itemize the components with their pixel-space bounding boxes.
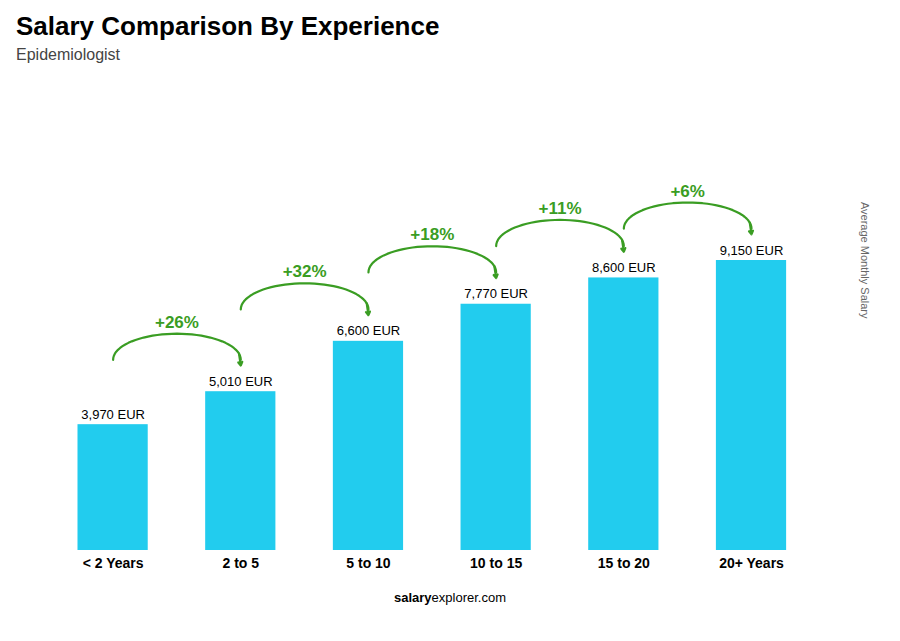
svg-text:15 to 20: 15 to 20 (598, 555, 650, 571)
svg-text:+32%: +32% (283, 262, 327, 281)
svg-text:5,010 EUR: 5,010 EUR (209, 374, 273, 389)
html-text:Salary Comparison By Experienc: Salary Comparison By Experience (16, 11, 440, 41)
svg-text:< 2 Years: < 2 Years (83, 555, 144, 571)
html-text:Epidemiologist: Epidemiologist (16, 46, 121, 63)
svg-text:6,600 EUR: 6,600 EUR (337, 323, 401, 338)
svg-text:+11%: +11% (538, 199, 581, 218)
html-text:salary explorer.com: salary explorer.com (394, 590, 506, 605)
svg-text:3,970 EUR: 3,970 EUR (81, 407, 145, 422)
svg-text:+18%: +18% (410, 225, 454, 244)
svg-text:8,600 EUR: 8,600 EUR (592, 260, 656, 275)
svg-text:5 to 10: 5 to 10 (346, 555, 391, 571)
svg-text:+6%: +6% (670, 182, 705, 201)
svg-text:+26%: +26% (155, 313, 199, 332)
svg-text:10 to 15: 10 to 15 (470, 555, 522, 571)
svg-text:2 to 5: 2 to 5 (222, 555, 259, 571)
svg-text:7,770 EUR: 7,770 EUR (464, 286, 528, 301)
svg-text:Average Monthly Salary: Average Monthly Salary (859, 202, 871, 319)
svg-text:9,150 EUR: 9,150 EUR (720, 243, 784, 258)
svg-text:20+ Years: 20+ Years (719, 555, 784, 571)
